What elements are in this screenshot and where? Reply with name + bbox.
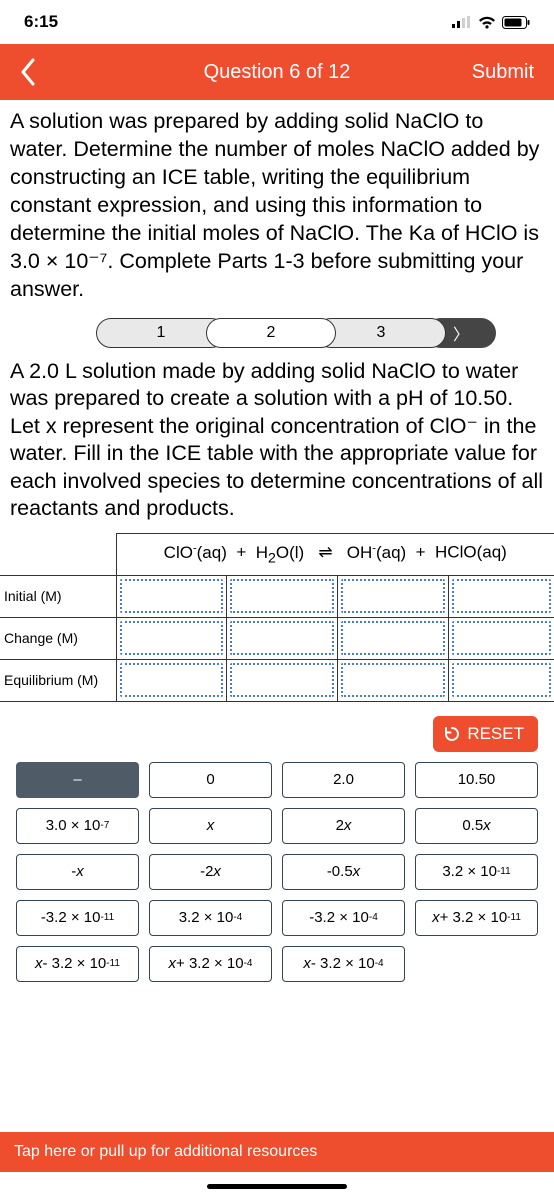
answer-tile[interactable]: x - 3.2 × 10-4: [282, 946, 405, 982]
ice-slot[interactable]: [230, 621, 334, 655]
reset-row: RESET: [0, 702, 554, 758]
app-header: Question 6 of 12 Submit: [0, 44, 554, 100]
status-bar: 6:15: [0, 0, 554, 44]
ice-slot[interactable]: [230, 663, 334, 697]
answer-tile[interactable]: 2x: [282, 808, 405, 844]
status-time: 6:15: [24, 12, 58, 32]
eq-species-3: OH-(aq): [347, 543, 406, 562]
cellular-icon: [452, 16, 472, 28]
row-label-change: Change (M): [0, 617, 116, 659]
eq-species-1: ClO-(aq): [164, 543, 227, 562]
question-text: A solution was prepared by adding solid …: [0, 100, 554, 314]
parts-nav: 1 2 3 〉: [0, 314, 554, 356]
chevron-left-icon: [20, 58, 36, 86]
ice-slot[interactable]: [341, 621, 445, 655]
ice-slot[interactable]: [341, 579, 445, 613]
answer-tile[interactable]: -2x: [149, 854, 272, 890]
answer-tile[interactable]: x + 3.2 × 10-11: [415, 900, 538, 936]
eq-species-4: HClO(aq): [435, 543, 507, 562]
answer-tile[interactable]: 2.0: [282, 762, 405, 798]
answer-tile[interactable]: -0.5x: [282, 854, 405, 890]
ice-slot[interactable]: [120, 621, 224, 655]
wifi-icon: [478, 16, 496, 29]
status-right: [452, 16, 530, 29]
answer-tile[interactable]: –: [16, 762, 139, 798]
ice-slot[interactable]: [341, 663, 445, 697]
answer-tile[interactable]: x: [149, 808, 272, 844]
ice-slot[interactable]: [120, 663, 224, 697]
answer-tile[interactable]: 10.50: [415, 762, 538, 798]
ice-slot[interactable]: [452, 621, 551, 655]
answer-tile[interactable]: -3.2 × 10-11: [16, 900, 139, 936]
equation-row: ClO-(aq) + H2O(l) ⇌ OH-(aq) + HClO(aq): [0, 533, 554, 575]
ice-row-change: Change (M): [0, 617, 554, 659]
answer-tile[interactable]: 0.5x: [415, 808, 538, 844]
part-pill-2[interactable]: 2: [206, 318, 336, 348]
resources-label: Tap here or pull up for additional resou…: [14, 1143, 317, 1161]
answer-tiles: –0 2.0 10.50 3.0 × 10-7 x 2x 0.5x -x -2x -0.5x 3.2…: [0, 758, 554, 992]
row-label-initial: Initial (M): [0, 575, 116, 617]
answer-tile[interactable]: 3.0 × 10-7: [16, 808, 139, 844]
ice-slot[interactable]: [452, 579, 551, 613]
ice-slot[interactable]: [452, 663, 551, 697]
ice-row-initial: Initial (M): [0, 575, 554, 617]
back-button[interactable]: [0, 44, 56, 100]
home-indicator: [0, 1172, 554, 1200]
battery-icon: [502, 16, 530, 29]
eq-species-2: H2O(l): [256, 543, 304, 562]
answer-tile[interactable]: 3.2 × 10-11: [415, 854, 538, 890]
ice-slot[interactable]: [120, 579, 224, 613]
ice-slot[interactable]: [230, 579, 334, 613]
resources-bar[interactable]: Tap here or pull up for additional resou…: [0, 1132, 554, 1172]
subquestion-text: A 2.0 L solution made by adding solid Na…: [0, 356, 554, 533]
submit-button[interactable]: Submit: [452, 44, 554, 100]
answer-tile[interactable]: x + 3.2 × 10-4: [149, 946, 272, 982]
row-label-eq: Equilibrium (M): [0, 659, 116, 701]
reset-icon: [443, 725, 461, 743]
ice-table: ClO-(aq) + H2O(l) ⇌ OH-(aq) + HClO(aq) I…: [0, 533, 554, 702]
answer-tile[interactable]: 0: [149, 762, 272, 798]
reset-label: RESET: [467, 724, 524, 744]
answer-tile[interactable]: -3.2 × 10-4: [282, 900, 405, 936]
reset-button[interactable]: RESET: [433, 716, 538, 752]
answer-tile[interactable]: x - 3.2 × 10-11: [16, 946, 139, 982]
ice-row-equilibrium: Equilibrium (M): [0, 659, 554, 701]
answer-tile[interactable]: -x: [16, 854, 139, 890]
answer-tile[interactable]: 3.2 × 10-4: [149, 900, 272, 936]
